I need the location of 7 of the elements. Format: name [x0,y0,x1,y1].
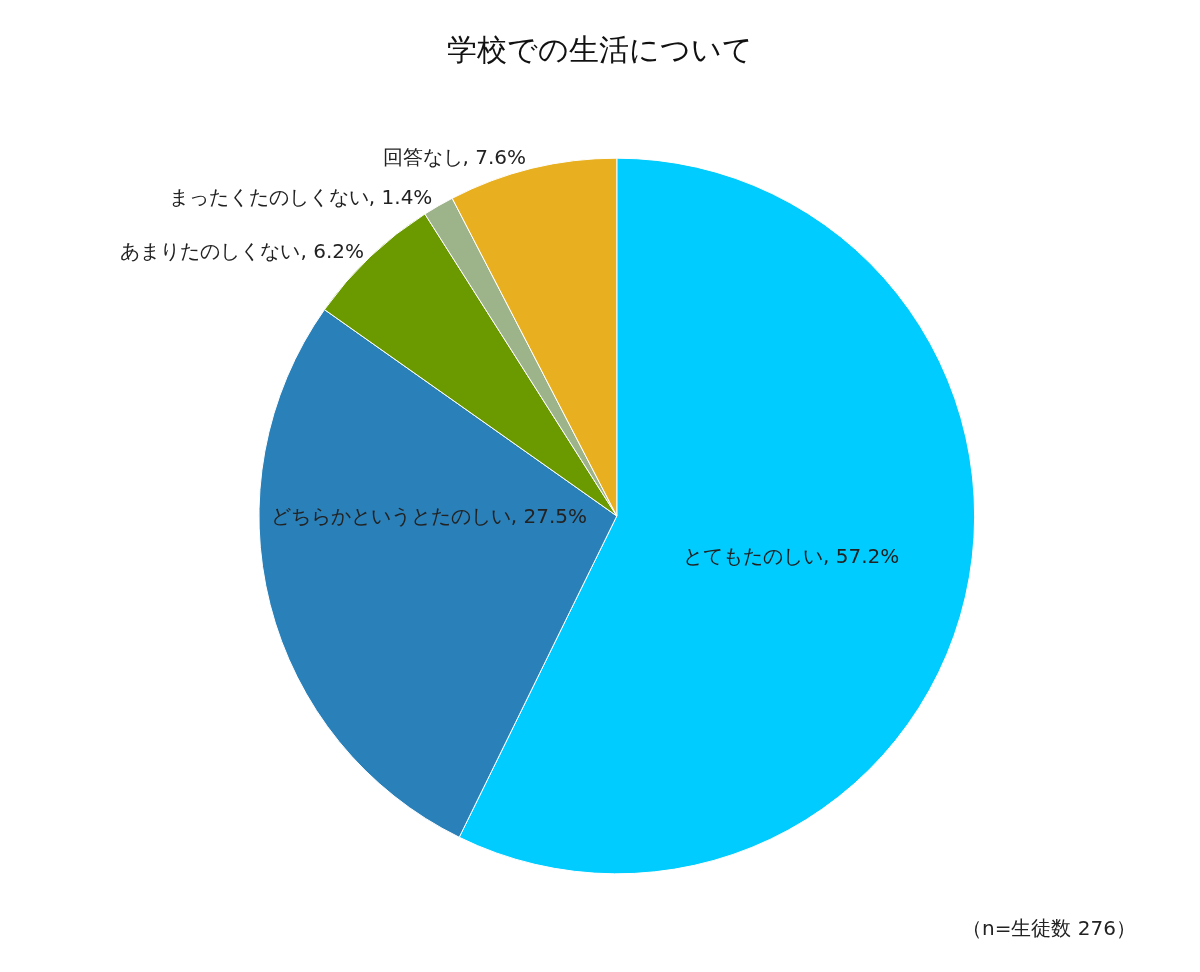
slice-label: まったくたのしくない, 1.4% [168,184,433,209]
chart-title: 学校での生活について [447,31,753,67]
slice-label: 回答なし, 7.6% [382,145,527,169]
slice-label: どちらかというとたのしい, 27.5% [270,504,587,528]
text: （n=生徒数 276） [962,916,1136,940]
slice-label: あまりたのしくない, 6.2% [120,238,365,263]
slice-label: とてもたのしい, 57.2% [682,544,900,569]
